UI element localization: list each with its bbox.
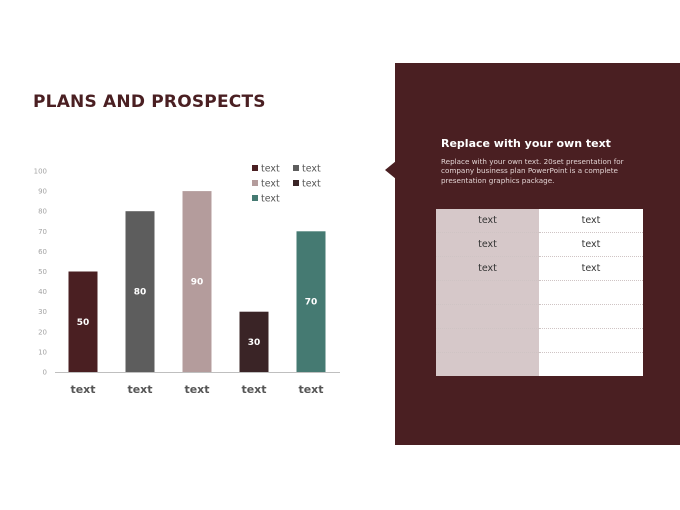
bar-data-label: 30	[248, 338, 261, 348]
legend-swatch	[252, 195, 258, 201]
bar-data-label: 90	[191, 278, 204, 288]
table-cell: text	[539, 209, 643, 233]
bar	[125, 211, 155, 372]
legend-label: text	[261, 179, 280, 190]
legend-label: text	[302, 164, 321, 175]
category-label: text	[127, 383, 152, 396]
y-tick-label: 40	[38, 288, 47, 296]
table-cell	[539, 280, 643, 305]
category-label: text	[70, 383, 95, 396]
info-table: text text text text text text	[436, 209, 643, 376]
table-cell: text	[539, 256, 643, 281]
bar	[68, 271, 98, 372]
table-cell	[539, 328, 643, 353]
table-cell: text	[539, 232, 643, 257]
y-tick-label: 10	[38, 348, 47, 356]
bar-chart: 0 10 20 30 40 50 60 70 80 90 100 50 text 80 text 90 text…	[34, 164, 340, 396]
y-tick-label: 0	[43, 369, 47, 377]
table-row	[436, 304, 643, 329]
table-row: text text	[436, 232, 643, 257]
bar-data-label: 70	[305, 298, 318, 308]
legend-label: text	[261, 194, 280, 205]
legend-label: text	[302, 179, 321, 190]
table-cell	[436, 352, 539, 376]
bar	[296, 231, 326, 372]
table-row: text text	[436, 209, 643, 233]
bar-data-label: 50	[77, 318, 90, 328]
table-cell: text	[436, 209, 539, 233]
legend-swatch	[252, 165, 258, 171]
bar	[182, 191, 212, 372]
category-label: text	[184, 383, 209, 396]
y-tick-label: 20	[38, 328, 47, 336]
category-label: text	[298, 383, 323, 396]
table-row: text text	[436, 256, 643, 281]
y-tick-label: 60	[38, 248, 47, 256]
bar-data-label: 80	[134, 288, 147, 298]
table-cell	[436, 328, 539, 353]
legend-swatch	[293, 180, 299, 186]
table-cell	[539, 304, 643, 329]
table-row	[436, 328, 643, 353]
panel-pointer	[385, 161, 396, 179]
table-cell: text	[436, 232, 539, 257]
y-tick-label: 30	[38, 308, 47, 316]
y-tick-label: 50	[38, 268, 47, 276]
y-tick-label: 70	[38, 228, 47, 236]
table-cell	[436, 304, 539, 329]
table-row	[436, 280, 643, 305]
bar	[239, 311, 269, 372]
category-label: text	[241, 383, 266, 396]
y-tick-label: 90	[38, 188, 47, 196]
legend-swatch	[252, 180, 258, 186]
y-tick-label: 100	[34, 168, 47, 176]
table-cell	[539, 352, 643, 376]
legend-label: text	[261, 164, 280, 175]
panel-heading: Replace with your own text	[441, 137, 611, 150]
info-panel: Replace with your own text Replace with …	[395, 63, 680, 445]
table-cell	[436, 280, 539, 305]
slide-title: PLANS AND PROSPECTS	[33, 92, 266, 112]
panel-body-text: Replace with your own text. 20set presen…	[441, 157, 624, 185]
legend-swatch	[293, 165, 299, 171]
y-tick-label: 80	[38, 208, 47, 216]
table-cell: text	[436, 256, 539, 281]
table-row	[436, 352, 643, 376]
